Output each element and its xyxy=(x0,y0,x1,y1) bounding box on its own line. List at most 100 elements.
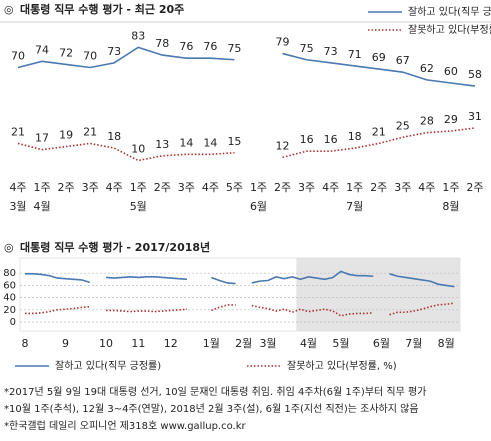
x-tick-label: 2주 xyxy=(466,181,483,194)
y-tick-label: 20 xyxy=(3,305,16,316)
data-label: 79 xyxy=(276,36,290,49)
data-label: 28 xyxy=(420,115,434,128)
chart-title: 대통령 직무 수행 평가 - 최근 20주 xyxy=(20,2,184,16)
x-tick-label: 1주 xyxy=(346,181,363,194)
data-label: 19 xyxy=(59,129,73,142)
x-tick-label: 8월 xyxy=(438,337,455,350)
plot-frame xyxy=(19,257,461,332)
x-tick-label: 2월 xyxy=(235,337,252,350)
x-month-label: 4월 xyxy=(33,200,50,213)
x-tick-label: 2주 xyxy=(274,181,291,194)
data-label: 17 xyxy=(35,132,49,145)
x-tick-label: 5주 xyxy=(226,181,243,194)
data-label: 67 xyxy=(396,54,410,67)
data-label: 75 xyxy=(227,42,241,55)
data-label: 58 xyxy=(468,68,482,81)
data-label: 73 xyxy=(107,45,121,58)
series-line xyxy=(211,304,236,312)
data-label: 70 xyxy=(11,50,25,63)
x-tick-label: 1주 xyxy=(33,181,50,194)
series-line xyxy=(251,304,374,317)
data-label: 14 xyxy=(179,136,193,149)
x-tick-label: 1주 xyxy=(442,181,459,194)
data-label: 14 xyxy=(203,136,217,149)
y-tick-label: 40 xyxy=(3,293,16,304)
data-label: 62 xyxy=(420,62,434,75)
x-tick-label: 9 xyxy=(62,337,69,350)
data-label: 74 xyxy=(35,43,49,56)
data-label: 69 xyxy=(372,51,386,64)
data-label: 76 xyxy=(203,40,217,53)
x-tick-label: 12 xyxy=(164,337,178,350)
data-label: 75 xyxy=(300,42,314,55)
series-line xyxy=(25,305,90,315)
x-tick-label: 1주 xyxy=(250,181,267,194)
series-line xyxy=(211,276,236,285)
x-month-label: 6월 xyxy=(250,200,267,213)
x-month-label: 8월 xyxy=(442,200,459,213)
data-label: 16 xyxy=(324,133,338,146)
x-tick-label: 5월 xyxy=(332,337,349,350)
series-line xyxy=(17,46,235,69)
series-line xyxy=(282,127,476,159)
data-label: 78 xyxy=(155,37,169,50)
x-month-label: 3월 xyxy=(9,200,26,213)
x-tick-label: 2주 xyxy=(58,181,75,194)
x-tick-label: 7월 xyxy=(405,337,422,350)
x-tick-label: 2주 xyxy=(154,181,171,194)
y-tick-label: 0 xyxy=(10,317,16,328)
x-tick-label: 3주 xyxy=(394,181,411,194)
data-label: 21 xyxy=(11,125,25,138)
highlight-region xyxy=(296,258,460,331)
data-label: 12 xyxy=(276,139,290,152)
x-tick-label: 3주 xyxy=(178,181,195,194)
x-tick-label: 1주 xyxy=(130,181,147,194)
data-label: 29 xyxy=(444,113,458,126)
data-label: 21 xyxy=(83,125,97,138)
x-tick-label: 4주 xyxy=(322,181,339,194)
data-label: 21 xyxy=(372,125,386,138)
data-label: 70 xyxy=(83,50,97,63)
legend-label: 잘못하고 있다(부정률, %) xyxy=(408,23,491,36)
x-tick-label: 11 xyxy=(131,337,145,350)
data-label: 15 xyxy=(227,135,241,148)
x-tick-label: 6월 xyxy=(373,337,390,350)
x-tick-label: 4주 xyxy=(202,181,219,194)
x-tick-label: 10 xyxy=(99,337,113,350)
legend-label: 잘하고 있다(직무 긍정률) xyxy=(55,359,161,372)
x-tick-label: 4주 xyxy=(9,181,26,194)
data-label: 18 xyxy=(348,130,362,143)
data-label: 16 xyxy=(300,133,314,146)
y-tick-label: 80 xyxy=(3,268,16,279)
data-label: 25 xyxy=(396,119,410,132)
data-label: 73 xyxy=(324,45,338,58)
data-label: 31 xyxy=(468,110,482,123)
series-line xyxy=(106,308,188,313)
series-line xyxy=(25,273,91,284)
x-tick-label: 2주 xyxy=(370,181,387,194)
data-label: 13 xyxy=(155,138,169,151)
data-label: 18 xyxy=(107,130,121,143)
x-month-label: 7월 xyxy=(346,200,363,213)
footnote: *10월 1주(추석), 12월 3~4주(연말), 2018년 2월 3주(설… xyxy=(4,402,419,415)
legend-label: 잘못하고 있다(부정률, %) xyxy=(287,359,397,372)
data-label: 71 xyxy=(348,48,362,61)
marker: ◎ xyxy=(4,3,14,16)
chart-title: 대통령 직무 수행 평가 - 2017/2018년 xyxy=(20,240,210,254)
data-label: 72 xyxy=(59,46,73,59)
x-tick-label: 8 xyxy=(22,337,29,350)
x-tick-label: 4월 xyxy=(300,337,317,350)
x-month-label: 5월 xyxy=(130,200,147,213)
x-tick-label: 3주 xyxy=(298,181,315,194)
x-tick-label: 4주 xyxy=(106,181,123,194)
marker: ◎ xyxy=(4,241,14,254)
data-label: 60 xyxy=(444,65,458,78)
footnote: *한국갤럽 데일리 오피니언 제318호 www.gallup.co.kr xyxy=(4,420,247,432)
x-tick-label: 4주 xyxy=(418,181,435,194)
series-line xyxy=(251,270,374,284)
series-line xyxy=(389,273,455,288)
series-line xyxy=(282,52,476,87)
y-tick-label: 60 xyxy=(3,280,16,291)
footnote: *2017년 5월 9일 19대 대통령 선거, 10일 문재인 대통령 취임.… xyxy=(4,385,426,398)
